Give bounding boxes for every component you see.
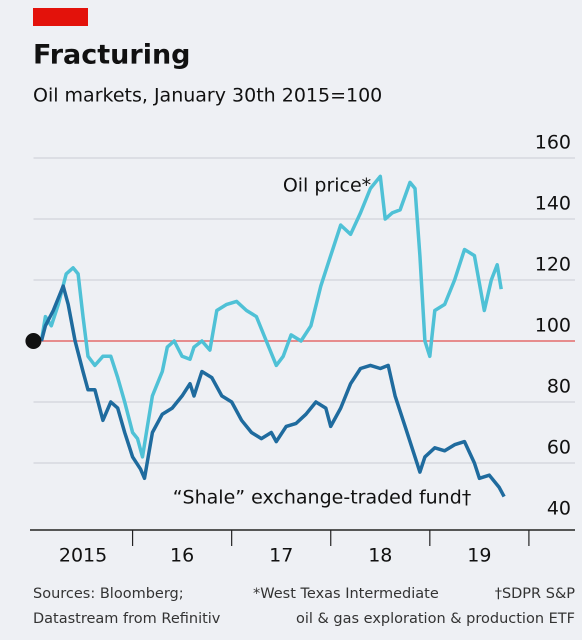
line-series [39, 284, 506, 498]
x-tick-label: 2015 [59, 545, 107, 567]
footnote: †SDPR S&P [495, 586, 576, 602]
brand-tag [33, 8, 88, 26]
x-tick-label: 17 [269, 545, 293, 567]
x-tick-label: 16 [170, 545, 194, 567]
y-tick-label: 100 [535, 315, 571, 337]
start-dot [25, 333, 42, 349]
y-tick-label: 80 [547, 376, 571, 398]
y-tick-label: 140 [535, 193, 571, 215]
footnote: Sources: Bloomberg; [33, 586, 184, 602]
footnote: oil & gas exploration & production ETF [296, 611, 575, 627]
footnote: *West Texas Intermediate [253, 586, 439, 602]
x-tick-label: 18 [368, 545, 392, 567]
y-tick-label: 40 [547, 498, 571, 520]
line-series [39, 174, 503, 459]
series-label: Oil price* [283, 175, 371, 197]
y-tick-label: 160 [535, 132, 571, 154]
chart-subtitle: Oil markets, January 30th 2015=100 [33, 85, 382, 107]
chart-title: Fracturing [33, 40, 191, 71]
x-tick-label: 19 [467, 545, 491, 567]
y-tick-label: 60 [547, 437, 571, 459]
footnote: Datastream from Refinitiv [33, 611, 221, 627]
series-label: “Shale” exchange-traded fund† [173, 487, 472, 509]
y-tick-label: 120 [535, 254, 571, 276]
